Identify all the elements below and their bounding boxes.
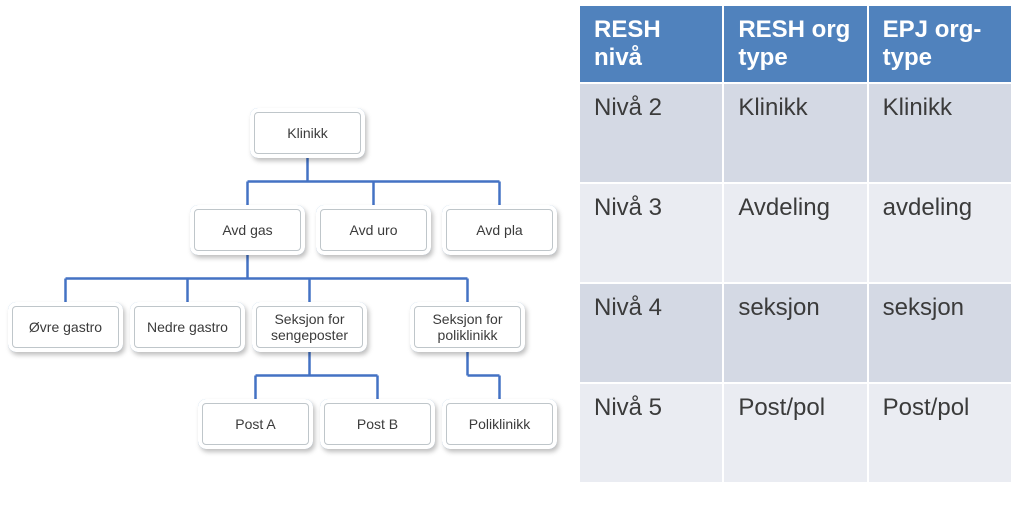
tree-node-label: Seksjon for sengeposter (252, 311, 367, 343)
tree-node-label: Nedre gastro (143, 319, 232, 335)
cell: Nivå 2 (579, 83, 723, 183)
cell: avdeling (868, 183, 1012, 283)
tree-node-label: Poliklinikk (465, 416, 534, 432)
col-header: RESH org type (723, 5, 867, 83)
cell: Avdeling (723, 183, 867, 283)
tree-node-poli: Seksjon for poliklinikk (410, 302, 525, 352)
tree-node-label: Post A (231, 416, 279, 432)
tree-node-label: Klinikk (283, 125, 331, 141)
table-row: Nivå 5 Post/pol Post/pol (579, 383, 1012, 483)
tree-node-label: Øvre gastro (25, 319, 106, 335)
cell: seksjon (723, 283, 867, 383)
cell: Nivå 3 (579, 183, 723, 283)
table-area: RESH nivå RESH org type EPJ org-type Niv… (568, 0, 1023, 509)
table-row: Nivå 2 Klinikk Klinikk (579, 83, 1012, 183)
tree-node-nedre: Nedre gastro (130, 302, 245, 352)
tree-node-avdgas: Avd gas (190, 205, 305, 255)
cell: Nivå 4 (579, 283, 723, 383)
col-header: RESH nivå (579, 5, 723, 83)
tree-node-avdpla: Avd pla (442, 205, 557, 255)
root: Klinikk Avd gas Avd uro Avd pla Øvre gastro N… (0, 0, 1023, 509)
tree-node-klinikk: Klinikk (250, 108, 365, 158)
tree-node-label: Seksjon for poliklinikk (410, 311, 525, 343)
tree-node-poliklin: Poliklinikk (442, 399, 557, 449)
tree-node-ovre: Øvre gastro (8, 302, 123, 352)
tree-node-label: Post B (353, 416, 402, 432)
table-row: Nivå 3 Avdeling avdeling (579, 183, 1012, 283)
table-row: Nivå 4 seksjon seksjon (579, 283, 1012, 383)
tree-node-postb: Post B (320, 399, 435, 449)
tree-node-label: Avd uro (346, 222, 402, 238)
cell: Nivå 5 (579, 383, 723, 483)
cell: Klinikk (868, 83, 1012, 183)
tree-node-label: Avd pla (472, 222, 526, 238)
cell: seksjon (868, 283, 1012, 383)
org-tree: Klinikk Avd gas Avd uro Avd pla Øvre gastro N… (0, 0, 568, 509)
cell: Post/pol (868, 383, 1012, 483)
tree-node-avduro: Avd uro (316, 205, 431, 255)
col-header: EPJ org-type (868, 5, 1012, 83)
cell: Klinikk (723, 83, 867, 183)
levels-table: RESH nivå RESH org type EPJ org-type Niv… (578, 4, 1013, 484)
tree-node-posta: Post A (198, 399, 313, 449)
cell: Post/pol (723, 383, 867, 483)
tree-node-senge: Seksjon for sengeposter (252, 302, 367, 352)
tree-node-label: Avd gas (218, 222, 276, 238)
